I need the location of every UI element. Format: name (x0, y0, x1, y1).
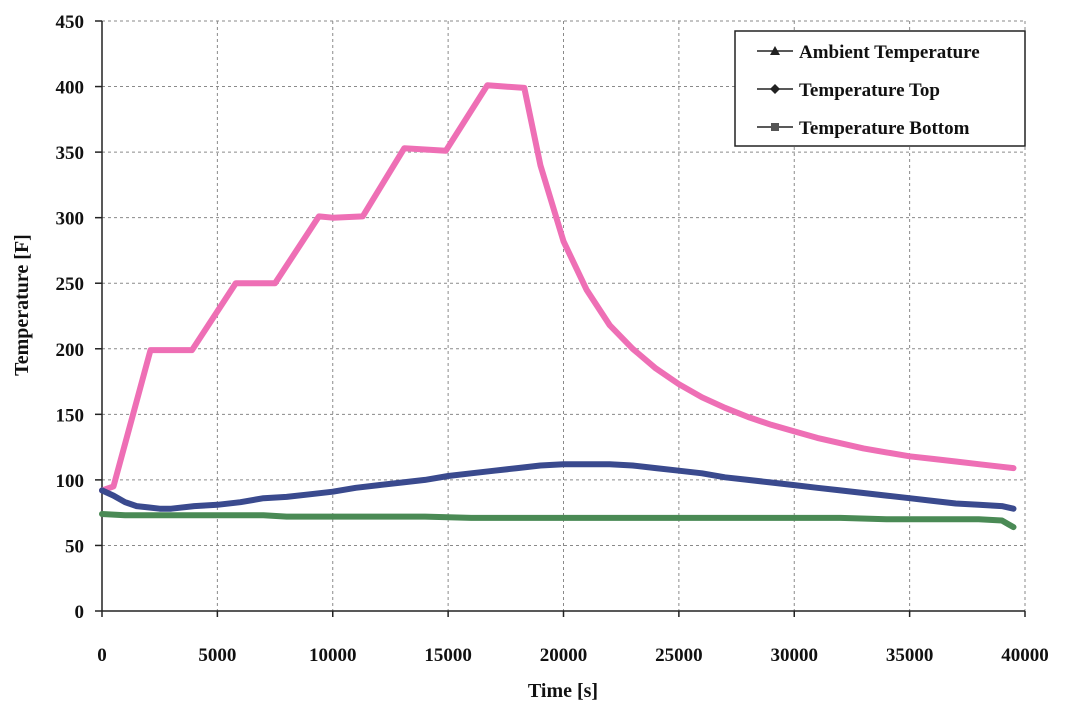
x-tick-label: 5000 (198, 645, 236, 666)
x-tick-label: 40000 (1001, 645, 1049, 666)
legend-marker-triangle (770, 46, 780, 55)
x-tick-label: 15000 (424, 645, 472, 666)
y-tick-label: 150 (56, 405, 85, 426)
x-axis-title: Time [s] (528, 680, 598, 702)
y-tick-label: 200 (56, 340, 85, 361)
series-line-1 (99, 82, 1017, 494)
x-tick-label: 20000 (540, 645, 588, 666)
y-tick-label: 250 (56, 274, 85, 295)
x-tick-label: 25000 (655, 645, 703, 666)
y-tick-labels: 0 50 100 150 200 250 300 350 400 450 (56, 12, 85, 623)
legend-marker-diamond (770, 84, 780, 94)
legend-label: Ambient Temperature (799, 42, 980, 63)
y-tick-label: 100 (56, 471, 85, 492)
y-tick-label: 0 (75, 602, 85, 623)
legend-label: Temperature Top (799, 80, 940, 101)
series-line-2 (99, 461, 1017, 512)
legend-label: Temperature Bottom (799, 118, 970, 139)
legend-marker-square (771, 123, 779, 131)
x-tick-label: 35000 (886, 645, 934, 666)
x-tick-label: 10000 (309, 645, 357, 666)
y-tick-label: 400 (56, 78, 85, 99)
x-tick-label: 0 (97, 645, 107, 666)
y-axis-title: Temperature [F] (11, 234, 33, 376)
x-tick-labels: 0 5000 10000 15000 20000 25000 30000 35000 40000 (97, 645, 1049, 666)
y-tick-label: 50 (65, 536, 84, 557)
series-line-3 (99, 511, 1017, 531)
legend: Ambient Temperature Temperature Top Temper… (734, 30, 1026, 147)
y-tick-label: 350 (56, 143, 85, 164)
y-tick-label: 450 (56, 12, 85, 33)
y-tick-label: 300 (56, 209, 85, 230)
x-tick-label: 30000 (771, 645, 819, 666)
series-lines (99, 82, 1017, 531)
